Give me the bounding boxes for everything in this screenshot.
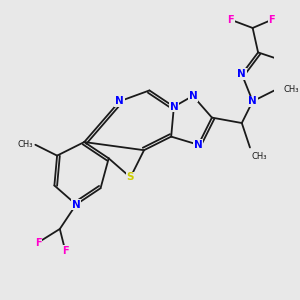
Text: CH₃: CH₃ [251,152,267,160]
Text: S: S [127,172,134,182]
Text: N: N [188,91,197,101]
Text: CH₃: CH₃ [284,85,299,94]
Text: N: N [194,140,203,150]
Text: F: F [62,246,69,256]
Text: CH₃: CH₃ [17,140,33,149]
Text: N: N [248,96,257,106]
Text: N: N [237,69,246,79]
Text: F: F [268,15,275,25]
Text: F: F [228,15,234,25]
Text: N: N [169,102,178,112]
Text: N: N [72,200,80,209]
Text: F: F [35,238,41,248]
Text: N: N [115,96,124,106]
